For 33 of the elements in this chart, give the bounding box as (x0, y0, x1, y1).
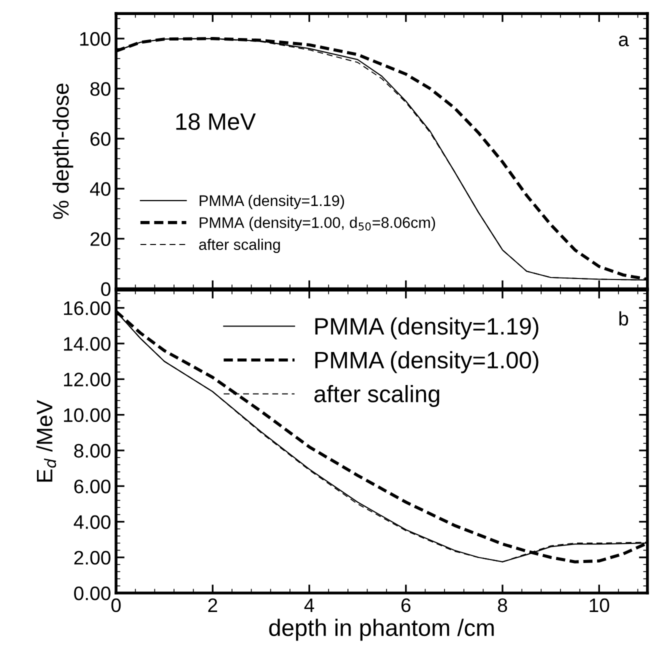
y-axis-title: % depth-dose (52, 84, 74, 219)
y-tick-label: 6.00 (74, 480, 110, 494)
y-tick-label: 8.00 (74, 444, 110, 458)
legend-label: PMMA (density=1.19) (200, 194, 344, 210)
y-axis-title: E$_{d}$ /MeV (36, 400, 56, 482)
y-tick-label: 12.00 (64, 372, 110, 386)
annotation: a (618, 36, 629, 46)
x-tick-label: 4 (304, 598, 314, 612)
x-tick-label: 8 (498, 598, 508, 612)
y-tick-label: 2.00 (74, 550, 110, 565)
y-tick-label: 16.00 (64, 301, 110, 316)
x-axis-title: depth in phantom /cm (269, 618, 494, 641)
y-tick-label: 40 (90, 182, 110, 196)
y-tick-label: 4.00 (74, 515, 110, 529)
y-tick-label: 0.00 (74, 586, 110, 600)
legend-label: after scaling (199, 238, 280, 253)
annotation: b (619, 311, 628, 326)
legend-label: after scaling (314, 384, 440, 408)
y-tick-label: 60 (90, 132, 110, 146)
x-tick-label: 6 (401, 598, 410, 612)
y-tick-label: 20 (90, 232, 110, 246)
y-tick-label: 14.00 (64, 336, 110, 351)
y-tick-label: 0 (101, 282, 110, 296)
legend-label: PMMA (density=1.00, d$_{50}$=8.06cm) (200, 216, 436, 231)
y-tick-label: 10.00 (64, 408, 110, 422)
y-tick-label: 100 (80, 32, 110, 46)
legend-label: PMMA (density=1.00) (315, 351, 538, 374)
legend-label: PMMA (density=1.19) (315, 317, 538, 340)
x-tick-label: 10 (590, 598, 610, 612)
x-tick-label: 2 (208, 598, 218, 612)
y-tick-label: 80 (90, 82, 110, 96)
annotation: 18 MeV (176, 113, 256, 130)
x-tick-label: 0 (111, 598, 121, 612)
